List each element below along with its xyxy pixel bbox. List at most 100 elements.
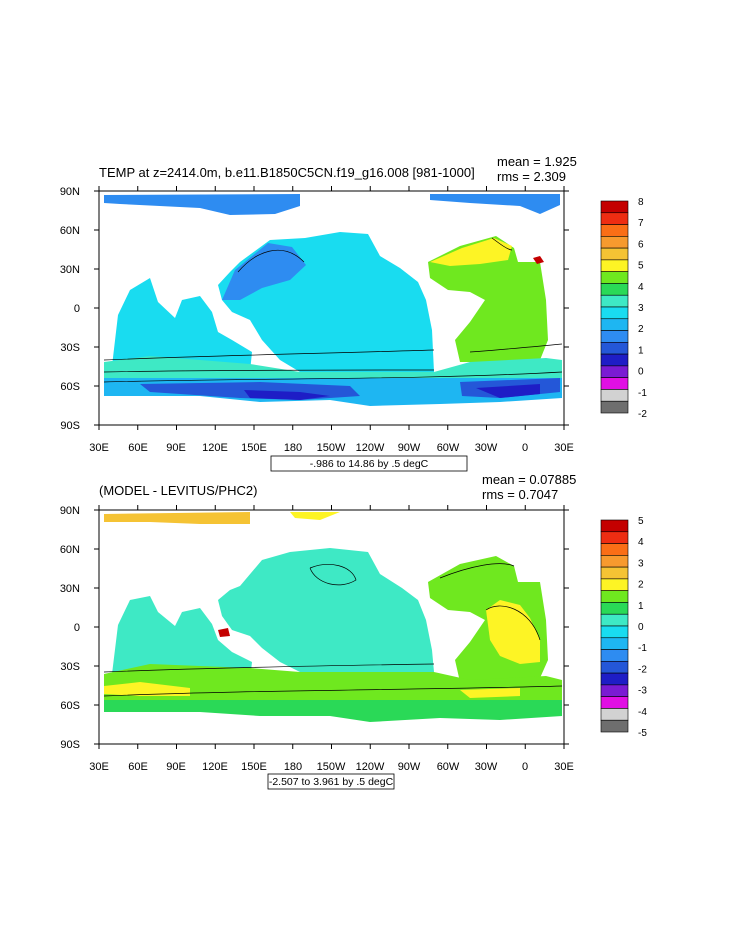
panel1-arctic	[104, 194, 560, 215]
colorbar-swatch	[600, 318, 629, 331]
colorbar-swatch	[600, 353, 629, 367]
colorbar-swatch	[600, 212, 629, 225]
panel1-nw-pacific	[222, 243, 306, 300]
x-tick-label: 60E	[128, 761, 148, 773]
panel1-rms: rms = 2.309	[497, 169, 566, 184]
panel2-x-axis: 30E 60E 90E 120E 150E 180 150W 120W 90W …	[89, 761, 574, 773]
y-tick-label: 60S	[60, 381, 80, 393]
panel2-arctic	[104, 512, 250, 524]
x-tick-label: 150W	[317, 442, 346, 454]
x-tick-label: 0	[522, 442, 528, 454]
x-tick-label: 30E	[554, 761, 574, 773]
colorbar-label: 1	[638, 345, 644, 356]
panel2-arctic-yellow	[290, 512, 340, 520]
colorbar-label: 0	[638, 622, 644, 633]
y-tick-label: 60S	[60, 700, 80, 712]
colorbar-swatch	[600, 649, 629, 662]
y-tick-label: 0	[74, 303, 80, 315]
panel2-south-band	[104, 664, 562, 700]
colorbar-swatch	[600, 365, 629, 378]
colorbar-swatch	[600, 684, 629, 697]
panel2-rms: rms = 0.7047	[482, 487, 558, 502]
y-tick-label: 30N	[60, 264, 80, 276]
colorbar-swatch	[600, 271, 629, 284]
colorbar-swatch	[600, 543, 629, 556]
x-tick-label: 150E	[241, 761, 267, 773]
panel1-x-axis: 30E 60E 90E 120E 150E 180 150W 120W 90W …	[89, 442, 574, 454]
colorbar-swatch	[600, 294, 629, 308]
colorbar-label: 2	[638, 324, 644, 335]
colorbar-swatch	[600, 519, 629, 533]
y-tick-label: 30S	[60, 661, 80, 673]
y-tick-label: 30N	[60, 583, 80, 595]
y-tick-label: 90N	[60, 505, 80, 517]
colorbar-swatch	[600, 283, 629, 296]
colorbar-label: -5	[638, 728, 647, 739]
panel-difference: (MODEL - LEVITUS/PHC2) mean = 0.07885 rm…	[60, 472, 647, 790]
panel1-north-atlantic	[428, 236, 548, 362]
colorbar-swatch	[600, 247, 629, 261]
panel2-southern-1	[104, 700, 562, 722]
x-tick-label: 120E	[202, 761, 228, 773]
panel2-tick-marks	[94, 505, 569, 749]
panel2-nw-pacific-contour-area	[310, 562, 356, 588]
colorbar-label: 5	[638, 261, 644, 272]
panel2-contour-info: -2.507 to 3.961 by .5 degC	[269, 776, 394, 788]
colorbar-label: 3	[638, 303, 644, 314]
colorbar-swatch	[600, 330, 629, 343]
x-tick-label: 30E	[89, 442, 109, 454]
x-tick-label: 30E	[89, 761, 109, 773]
x-tick-label: 60W	[437, 442, 460, 454]
colorbar-label: 8	[638, 197, 644, 208]
y-tick-label: 60N	[60, 225, 80, 237]
colorbar-swatch	[600, 400, 629, 414]
colorbar-label: -3	[638, 686, 647, 697]
panel2-indian	[112, 596, 252, 680]
panel2-atlantic-pocket	[486, 600, 540, 664]
colorbar-swatch	[600, 389, 629, 402]
colorbar-swatch	[600, 637, 629, 650]
panel1-mean: mean = 1.925	[497, 154, 577, 169]
colorbar-swatch	[600, 200, 629, 214]
x-tick-label: 150W	[317, 761, 346, 773]
colorbar-label: 7	[638, 218, 644, 229]
colorbar-swatch	[600, 566, 629, 580]
colorbar-label: -4	[638, 707, 647, 718]
y-tick-label: 90N	[60, 186, 80, 198]
panel2-info-box-frame	[267, 773, 395, 790]
colorbar-swatch	[600, 306, 629, 320]
colorbar-swatch	[600, 613, 629, 627]
colorbar-swatch	[600, 590, 629, 603]
panel1-atlantic-pocket	[430, 238, 512, 266]
colorbar-label: 1	[638, 601, 644, 612]
x-tick-label: 90E	[166, 442, 186, 454]
colorbar-label: -1	[638, 643, 647, 654]
colorbar-swatch	[600, 377, 629, 390]
colorbar-swatch	[600, 342, 629, 355]
colorbar-swatch	[600, 578, 629, 591]
colorbar-label: 4	[638, 282, 644, 293]
colorbar-label: 2	[638, 580, 644, 591]
x-tick-label: 120W	[356, 442, 385, 454]
panel2-contour-lines	[103, 563, 563, 697]
panel1-southern-2	[140, 378, 560, 400]
panel1-info-box-frame	[270, 455, 468, 472]
colorbar-label: -2	[638, 664, 647, 675]
panel1-map	[98, 190, 565, 426]
x-tick-label: 180	[284, 761, 302, 773]
x-tick-label: 30W	[475, 761, 498, 773]
colorbar-swatch	[600, 555, 629, 568]
colorbar-swatch	[600, 672, 629, 686]
panel2-colorbar: 5 4 3 2 1 0 -1 -2 -3 -4 -5	[600, 516, 647, 739]
panel1-contour-lines	[103, 237, 563, 383]
colorbar-swatch	[600, 719, 629, 733]
panel1-title: TEMP at z=2414.0m, b.e11.B1850C5CN.f19_g…	[99, 165, 475, 180]
x-tick-label: 90W	[398, 761, 421, 773]
x-tick-label: 60E	[128, 442, 148, 454]
panel2-info-box: -2.507 to 3.961 by .5 degC	[267, 773, 395, 790]
panel1-med-spot	[533, 256, 544, 264]
panel1-southern-deep	[244, 384, 540, 400]
panel1-indian	[112, 278, 252, 372]
y-tick-label: 90S	[60, 420, 80, 432]
